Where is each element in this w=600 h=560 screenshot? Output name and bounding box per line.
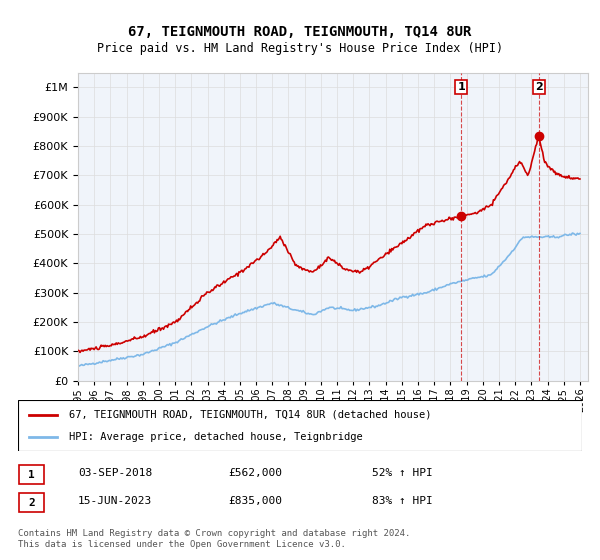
Text: 15-JUN-2023: 15-JUN-2023 [78,496,152,506]
Text: 1: 1 [457,82,465,92]
Text: Price paid vs. HM Land Registry's House Price Index (HPI): Price paid vs. HM Land Registry's House … [97,42,503,55]
Text: £835,000: £835,000 [228,496,282,506]
Text: 67, TEIGNMOUTH ROAD, TEIGNMOUTH, TQ14 8UR (detached house): 67, TEIGNMOUTH ROAD, TEIGNMOUTH, TQ14 8U… [69,409,431,419]
Text: 52% ↑ HPI: 52% ↑ HPI [372,468,433,478]
Text: HPI: Average price, detached house, Teignbridge: HPI: Average price, detached house, Teig… [69,432,362,442]
FancyBboxPatch shape [18,400,582,451]
Text: £562,000: £562,000 [228,468,282,478]
Text: 1: 1 [28,470,35,480]
FancyBboxPatch shape [19,493,44,512]
FancyBboxPatch shape [19,465,44,484]
Text: Contains HM Land Registry data © Crown copyright and database right 2024.
This d: Contains HM Land Registry data © Crown c… [18,529,410,549]
Text: 03-SEP-2018: 03-SEP-2018 [78,468,152,478]
Text: 83% ↑ HPI: 83% ↑ HPI [372,496,433,506]
Text: 2: 2 [535,82,542,92]
Text: 67, TEIGNMOUTH ROAD, TEIGNMOUTH, TQ14 8UR: 67, TEIGNMOUTH ROAD, TEIGNMOUTH, TQ14 8U… [128,25,472,39]
Text: 2: 2 [28,498,35,508]
